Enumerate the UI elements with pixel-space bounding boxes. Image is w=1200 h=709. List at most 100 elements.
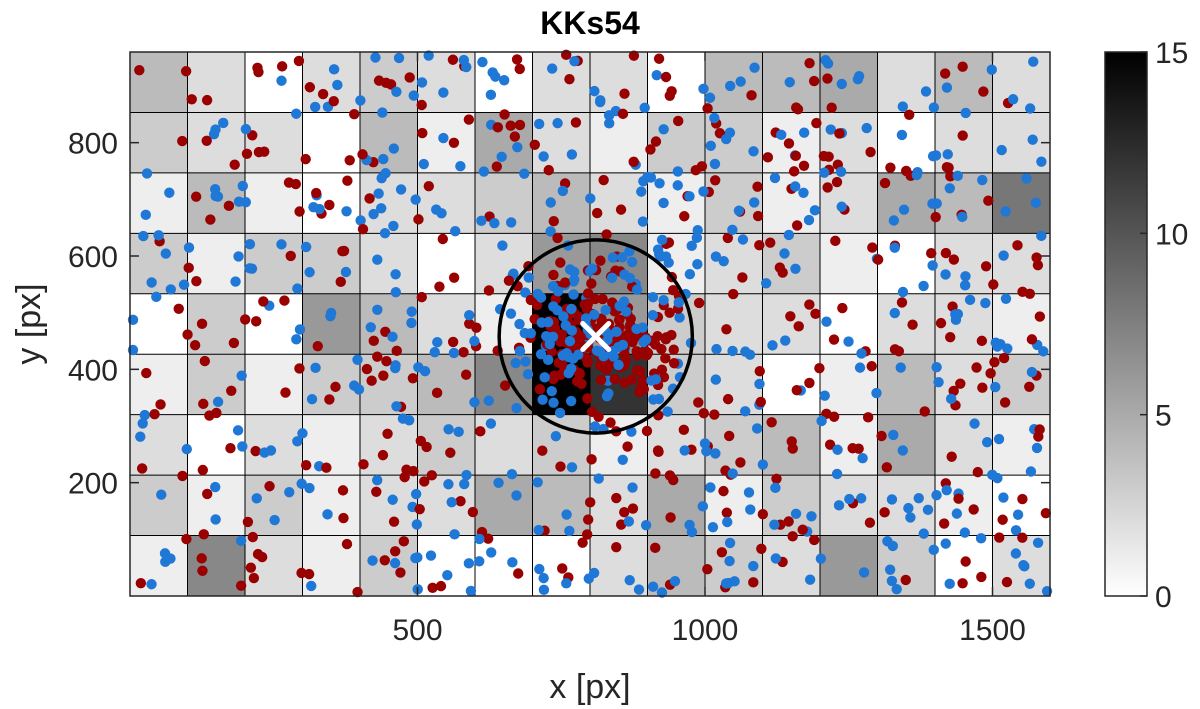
blue-point (854, 362, 866, 373)
colorbar-tick-label: 5 (1155, 400, 1172, 433)
red-point (529, 139, 540, 150)
red-point (197, 565, 208, 576)
blue-point (627, 482, 638, 493)
red-point (586, 278, 597, 289)
blue-point (886, 494, 898, 505)
y-tick-label: 800 (68, 128, 118, 161)
blue-point (489, 217, 500, 229)
blue-point (464, 309, 475, 321)
y-tick-label: 400 (68, 354, 118, 387)
red-point (285, 250, 296, 262)
blue-point (993, 433, 1005, 445)
red-point (511, 54, 523, 65)
heatmap-cell (302, 293, 361, 355)
blue-point (593, 473, 604, 484)
blue-point (474, 556, 485, 567)
red-point (650, 136, 662, 147)
red-point (627, 336, 638, 348)
blue-point (844, 493, 855, 505)
heatmap-cell (130, 172, 188, 234)
blue-point (651, 69, 662, 81)
blue-point (722, 516, 733, 528)
blue-point (617, 454, 628, 466)
heatmap-cell (475, 475, 533, 537)
heatmap-cell (130, 293, 188, 355)
red-point (330, 381, 341, 393)
red-point (303, 568, 315, 580)
blue-point (1036, 230, 1047, 242)
blue-point (980, 297, 991, 309)
blue-point (672, 166, 684, 177)
red-point (426, 470, 437, 481)
blue-point (146, 277, 157, 288)
red-point (586, 454, 597, 465)
blue-point (423, 50, 434, 61)
blue-point (244, 239, 256, 250)
red-point (276, 61, 288, 72)
heatmap-cell (532, 475, 591, 537)
blue-point (558, 311, 569, 322)
blue-point (928, 102, 940, 113)
red-point (514, 119, 526, 131)
red-point (650, 339, 661, 350)
red-point (240, 314, 251, 325)
blue-point (375, 203, 387, 214)
red-point (746, 90, 757, 101)
red-point (1026, 334, 1038, 345)
heatmap-cell (245, 414, 303, 476)
blue-point (724, 537, 736, 549)
red-point (601, 229, 612, 240)
blue-point (698, 186, 709, 197)
blue-point (998, 250, 1009, 261)
blue-point (660, 251, 672, 262)
red-point (824, 439, 836, 450)
red-point (650, 542, 661, 554)
blue-point (388, 220, 399, 232)
blue-point (964, 294, 976, 306)
red-point (177, 470, 188, 482)
blue-point (858, 567, 870, 578)
blue-point (903, 502, 914, 514)
blue-point (436, 208, 447, 219)
blue-point (684, 191, 695, 202)
blue-point (165, 553, 176, 564)
blue-point (737, 234, 749, 245)
blue-point (710, 251, 722, 262)
red-point (248, 572, 260, 584)
blue-point (371, 475, 383, 486)
blue-point (139, 409, 150, 421)
blue-point (387, 331, 398, 343)
red-point (791, 220, 803, 231)
red-point (709, 409, 720, 420)
red-point (534, 384, 546, 395)
red-point (437, 233, 449, 245)
red-point (940, 247, 952, 259)
red-point (389, 546, 401, 557)
red-point (748, 577, 759, 588)
red-point (793, 321, 804, 332)
blue-point (1025, 466, 1037, 477)
red-point (186, 94, 197, 105)
red-point (947, 301, 958, 312)
red-point (448, 137, 460, 148)
red-point (626, 374, 637, 385)
red-point (943, 162, 954, 173)
blue-point (340, 266, 352, 278)
red-point (247, 531, 258, 543)
red-point (149, 408, 160, 420)
red-point (678, 424, 690, 436)
red-point (349, 108, 360, 120)
red-point (204, 410, 215, 421)
red-point (256, 551, 268, 563)
colorbar-ticks: 0 5 10 15 (1140, 37, 1188, 614)
blue-point (218, 117, 229, 129)
red-point (619, 506, 630, 518)
red-point (196, 318, 208, 330)
blue-point (240, 123, 252, 135)
red-point (611, 492, 622, 504)
red-point (324, 199, 335, 211)
blue-point (990, 381, 1001, 393)
red-point (652, 330, 663, 342)
blue-point (388, 143, 400, 154)
blue-point (928, 544, 939, 556)
